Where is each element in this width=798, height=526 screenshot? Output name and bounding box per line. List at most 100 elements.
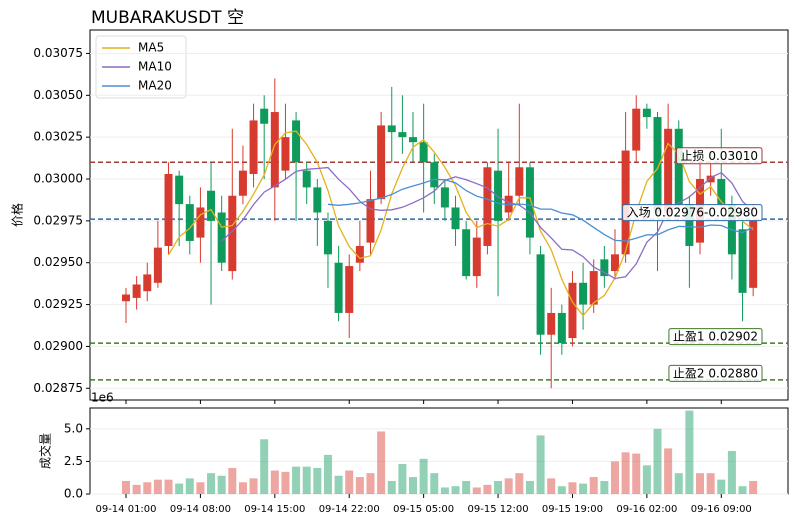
candle-body — [175, 175, 184, 205]
ma-line — [167, 130, 754, 317]
y-tick-label: 2.5 — [64, 454, 83, 468]
volume-bar — [419, 458, 428, 494]
x-tick-label: 09-14 15:00 — [244, 504, 305, 515]
volume-bar — [440, 487, 449, 494]
candle-body — [430, 162, 439, 188]
candle-body — [568, 282, 577, 339]
x-tick-label: 09-15 12:00 — [468, 504, 529, 515]
y-tick-label: 5.0 — [64, 421, 83, 435]
volume-bar — [313, 467, 322, 494]
y-tick-label: 0.02950 — [33, 255, 83, 269]
ma-line — [327, 178, 754, 242]
candle-body — [185, 204, 194, 241]
candle-body — [355, 245, 364, 263]
candle-body — [451, 207, 460, 230]
volume-bar — [334, 475, 343, 494]
candle-body — [132, 284, 141, 298]
candle-body — [621, 150, 630, 255]
volume-bar — [600, 480, 609, 494]
candle-body — [717, 179, 726, 205]
volume-bar — [642, 465, 651, 494]
y-tick-label: 0.02975 — [33, 213, 83, 227]
volume-bar — [472, 487, 481, 494]
volume-bar — [292, 466, 301, 494]
y-tick-label: 0.03000 — [33, 172, 83, 186]
volume-bar — [323, 454, 332, 494]
candle-body — [334, 262, 343, 313]
candle-body — [143, 274, 152, 292]
candle-body — [260, 108, 269, 124]
y-tick-label: 0.03075 — [33, 46, 83, 60]
volume-frame — [89, 407, 789, 495]
candle-body — [323, 220, 332, 255]
y-tick-label: 0.0 — [64, 487, 83, 501]
candle-body — [345, 266, 354, 313]
candle-body — [632, 108, 641, 151]
candle-body — [685, 204, 694, 246]
volume-bar — [409, 477, 418, 494]
volume-bar — [706, 473, 715, 494]
volume-bar — [228, 467, 237, 494]
volume-bar — [557, 486, 566, 494]
candle-body — [706, 175, 715, 183]
reference-label: 止损 0.03010 — [681, 149, 758, 163]
volume-bar — [345, 470, 354, 494]
candle-body — [557, 312, 566, 344]
volume-bar — [355, 477, 364, 494]
candle-body — [664, 128, 673, 213]
volume-bar — [621, 452, 630, 494]
x-tick-label: 09-14 22:00 — [319, 504, 380, 515]
candle-body — [313, 187, 322, 213]
volume-axis-label: 成交量 — [38, 433, 53, 469]
candle-body — [642, 108, 651, 118]
candle-body — [153, 247, 162, 283]
candle-body — [217, 212, 226, 263]
volume-bar — [249, 478, 258, 494]
candle-body — [674, 128, 683, 205]
candle-body — [270, 112, 279, 188]
x-tick-label: 09-14 08:00 — [170, 504, 231, 515]
candle-body — [462, 229, 471, 277]
volume-bar — [122, 480, 130, 494]
candle-body — [281, 137, 290, 171]
offset-label: 1e6 — [91, 391, 114, 405]
candle-body — [207, 190, 216, 221]
candle-body — [440, 187, 449, 208]
reference-label-box — [622, 204, 763, 222]
volume-bar — [579, 483, 588, 494]
volume-bar — [196, 482, 205, 494]
volume-bar — [664, 448, 673, 494]
y-axis-label: 价格 — [10, 203, 25, 227]
volume-bar — [738, 486, 747, 494]
candle-body — [600, 259, 609, 277]
volume-bar — [727, 451, 736, 494]
volume-bar — [302, 466, 311, 494]
volume-bar — [281, 471, 290, 494]
candle-body — [366, 199, 375, 243]
volume-bar — [653, 428, 662, 494]
volume-bar — [270, 470, 279, 494]
reference-label: 止盈2 0.02880 — [673, 366, 758, 380]
volume-bar — [143, 482, 152, 494]
reference-label: 止盈1 0.02902 — [673, 330, 758, 344]
volume-bar — [462, 480, 471, 494]
legend-label: MA10 — [138, 60, 172, 74]
volume-bar — [207, 473, 216, 494]
legend — [95, 35, 187, 99]
volume-bar — [238, 482, 247, 494]
candle-body — [525, 167, 534, 238]
volume-bar — [696, 473, 705, 494]
candle-body — [292, 120, 301, 163]
volume-bar — [387, 480, 396, 494]
volume-bar — [132, 484, 141, 494]
reference-label-box — [668, 364, 763, 382]
candle-body — [249, 120, 258, 174]
reference-label: 入场 0.02976-0.02980 — [627, 206, 758, 220]
main-frame — [89, 29, 789, 401]
reference-label-box — [668, 328, 763, 346]
y-tick-label: 0.02875 — [33, 381, 83, 395]
candle-body — [419, 142, 428, 163]
y-tick-label: 0.03025 — [33, 130, 83, 144]
x-tick-label: 09-15 05:00 — [393, 504, 454, 515]
